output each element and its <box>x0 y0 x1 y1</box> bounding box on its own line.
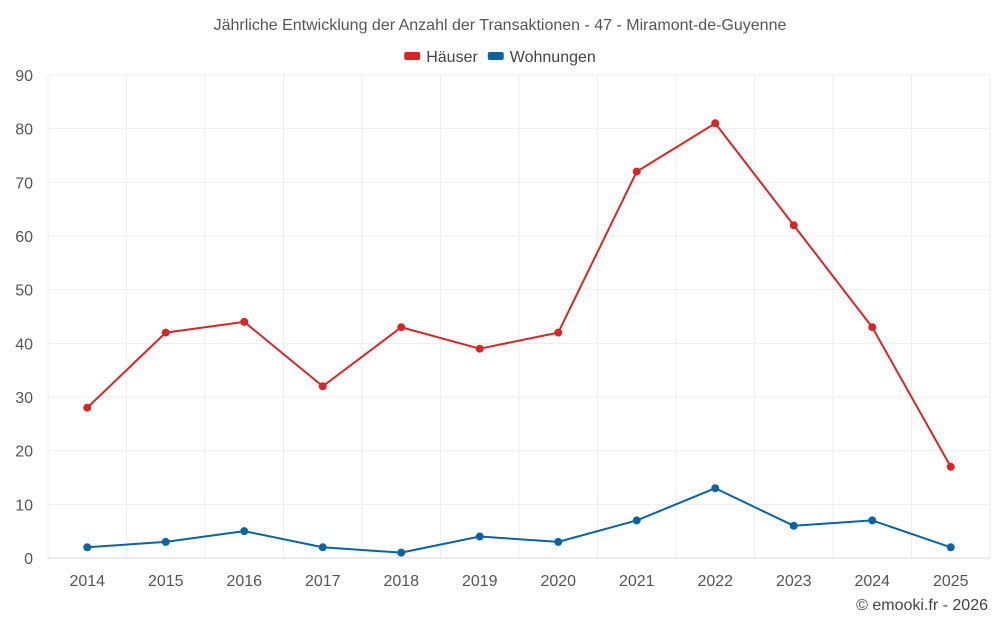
series-1-point[interactable] <box>83 543 92 552</box>
y-tick-label: 70 <box>15 175 33 192</box>
x-tick-label: 2020 <box>540 573 576 590</box>
series-0-point[interactable] <box>789 221 798 230</box>
x-tick-label: 2021 <box>619 573 655 590</box>
series-0-point[interactable] <box>397 323 406 332</box>
y-tick-label: 90 <box>15 68 33 85</box>
x-tick-label: 2024 <box>854 573 890 590</box>
x-tick-label: 2014 <box>69 573 105 590</box>
series-0-point[interactable] <box>83 403 92 412</box>
legend-label: Wohnungen <box>510 49 596 66</box>
series-0-point[interactable] <box>240 317 249 326</box>
series-1-point[interactable] <box>789 521 798 530</box>
series-1-point[interactable] <box>554 537 563 546</box>
series-0-point[interactable] <box>711 119 720 128</box>
copyright-text: © emooki.fr - 2026 <box>856 597 988 614</box>
series-1-point[interactable] <box>946 543 955 552</box>
y-tick-label: 50 <box>15 283 33 300</box>
series-1-point[interactable] <box>711 484 720 493</box>
series-1-line <box>87 487 952 554</box>
series-1-point[interactable] <box>397 548 406 557</box>
y-tick-label: 30 <box>15 390 33 407</box>
x-tick-label: 2022 <box>697 573 733 590</box>
series-0-point[interactable] <box>554 328 563 337</box>
series-0-point[interactable] <box>946 462 955 471</box>
x-tick-label: 2017 <box>305 573 341 590</box>
legend[interactable]: Häuser Wohnungen <box>404 49 596 66</box>
y-tick-label: 40 <box>15 336 33 353</box>
series-1-point[interactable] <box>161 537 170 546</box>
series-0-point[interactable] <box>318 382 327 391</box>
series-1-point[interactable] <box>240 527 249 536</box>
x-tick-label: 2025 <box>933 573 969 590</box>
series-1-point[interactable] <box>475 532 484 541</box>
legend-item-0[interactable]: Häuser <box>404 49 478 66</box>
series-0-point[interactable] <box>161 328 170 337</box>
x-tick-label: 2018 <box>383 573 419 590</box>
y-tick-label: 0 <box>24 551 33 568</box>
legend-label: Häuser <box>426 49 478 66</box>
y-tick-label: 80 <box>15 122 33 139</box>
grid <box>47 74 991 558</box>
x-tick-label: 2015 <box>148 573 184 590</box>
series-0-point[interactable] <box>475 344 484 353</box>
legend-swatch <box>487 52 504 60</box>
series-1-point[interactable] <box>868 516 877 525</box>
legend-item-1[interactable]: Wohnungen <box>487 49 596 66</box>
y-axis: 0 10 20 30 40 50 60 70 80 90 <box>15 68 33 568</box>
x-tick-label: 2019 <box>462 573 498 590</box>
x-axis: 2014 2015 2016 2017 2018 2019 2020 2021 2022 2023… <box>48 557 990 590</box>
y-tick-label: 20 <box>15 444 33 461</box>
y-tick-label: 10 <box>15 497 33 514</box>
x-tick-label: 2016 <box>226 573 262 590</box>
series-layer <box>83 119 955 557</box>
x-tick-label: 2023 <box>776 573 812 590</box>
chart-title: Jährliche Entwicklung der Anzahl der Tra… <box>214 17 787 34</box>
series-0-point[interactable] <box>632 167 641 176</box>
series-0-point[interactable] <box>868 323 877 332</box>
series-1-point[interactable] <box>632 516 641 525</box>
series-1-point[interactable] <box>318 543 327 552</box>
y-tick-label: 60 <box>15 229 33 246</box>
series-0-line <box>86 122 952 468</box>
legend-swatch <box>404 52 421 60</box>
